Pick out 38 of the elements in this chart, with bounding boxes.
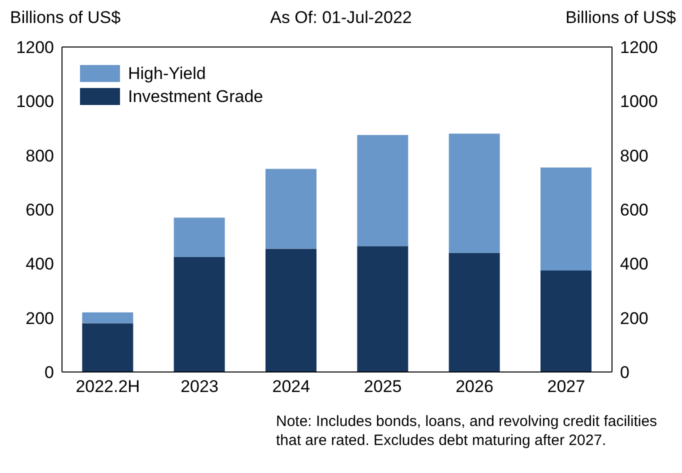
x-tick-label: 2023 xyxy=(180,377,218,396)
y2-tick-label: 1200 xyxy=(620,38,658,58)
x-tick-label: 2025 xyxy=(364,377,402,396)
y-tick-label: 1200 xyxy=(16,38,54,58)
bar xyxy=(540,270,592,372)
y-tick-label: 800 xyxy=(26,146,54,166)
y2-tick-label: 800 xyxy=(620,146,648,166)
bar xyxy=(266,168,316,249)
y2-tick-label: 400 xyxy=(620,254,648,274)
y-tick-label: 1000 xyxy=(16,92,54,112)
x-tick-label: 2024 xyxy=(272,377,310,396)
y2-tick-label: 1000 xyxy=(620,92,658,112)
bar xyxy=(82,323,134,372)
y-tick-label: 600 xyxy=(26,200,54,220)
y2-tick-label: 200 xyxy=(620,308,648,328)
y2-axis-title: Billions of US$ xyxy=(565,8,676,28)
x-tick-label: 2026 xyxy=(456,377,494,396)
bar xyxy=(540,168,592,270)
bar xyxy=(82,312,134,324)
y2-tick-label: 600 xyxy=(620,200,648,220)
bar xyxy=(448,252,500,372)
x-tick-label: 2022.2H xyxy=(76,377,140,396)
y-axis-title: Billions of US$ xyxy=(10,8,121,28)
legend-label: Investment Grade xyxy=(128,86,264,106)
bar xyxy=(448,134,500,253)
bar xyxy=(266,248,316,372)
bar xyxy=(174,256,225,372)
x-tick-label: 2027 xyxy=(547,377,586,396)
legend-label: High-Yield xyxy=(128,64,206,84)
y-tick-label: 0 xyxy=(44,363,54,382)
bar xyxy=(357,246,408,372)
text: Note: Includes bonds, loans, and revolving credit facilities that are rated. Excludes debt maturing after 2027. xyxy=(276,412,658,450)
y-tick-label: 200 xyxy=(26,308,54,328)
chart-title: As Of: 01-Jul-2022 xyxy=(270,8,412,27)
y-tick-label: 400 xyxy=(26,254,54,274)
bar xyxy=(357,135,408,246)
bar xyxy=(174,218,225,257)
y2-tick-label: 0 xyxy=(620,363,630,382)
